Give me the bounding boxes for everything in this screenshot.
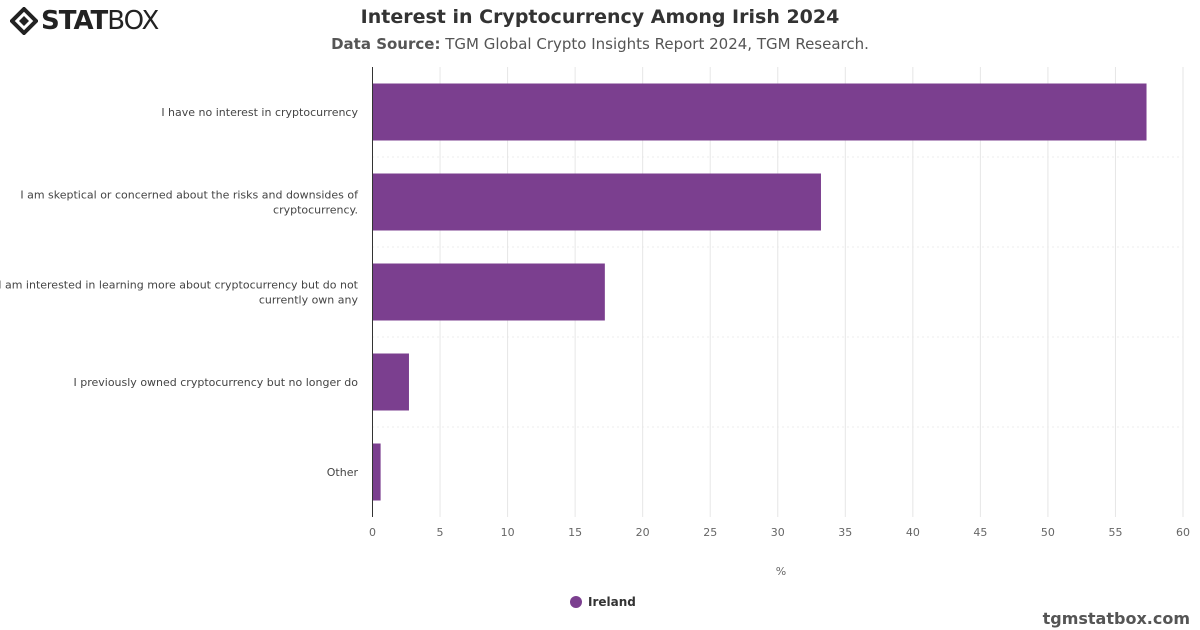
x-tick-label: 40 <box>906 526 920 539</box>
logo-light: BOX <box>107 6 159 36</box>
watermark: tgmstatbox.com <box>1042 609 1190 628</box>
x-tick-label: 25 <box>703 526 717 539</box>
x-tick-label: 60 <box>1176 526 1190 539</box>
statbox-logo: STAT BOX <box>10 6 159 36</box>
bar <box>372 173 821 231</box>
category-label: I am skeptical or concerned about the ri… <box>20 189 359 217</box>
logo-bold: STAT <box>41 6 108 36</box>
x-tick-label: 20 <box>636 526 650 539</box>
category-label: Other <box>327 466 359 479</box>
legend-label: Ireland <box>588 595 636 609</box>
bar <box>372 353 409 411</box>
bar <box>372 263 605 321</box>
x-axis-label: % <box>776 565 786 578</box>
x-tick-label: 50 <box>1041 526 1055 539</box>
legend-item-ireland[interactable]: Ireland <box>570 595 636 609</box>
bar <box>372 83 1147 141</box>
diamond-logo-icon <box>10 7 38 35</box>
legend-dot <box>570 596 582 608</box>
category-label: I am interested in learning more about c… <box>0 279 359 307</box>
bar <box>372 443 381 501</box>
chart-subtitle: Data Source: TGM Global Crypto Insights … <box>331 35 869 53</box>
x-tick-label: 55 <box>1108 526 1122 539</box>
category-label: I have no interest in cryptocurrency <box>161 106 358 119</box>
x-tick-label: 35 <box>838 526 852 539</box>
x-tick-label: 10 <box>501 526 515 539</box>
x-tick-label: 15 <box>568 526 582 539</box>
x-tick-label: 0 <box>369 526 376 539</box>
x-tick-label: 30 <box>771 526 785 539</box>
x-tick-label: 45 <box>973 526 987 539</box>
chart-title: Interest in Cryptocurrency Among Irish 2… <box>360 6 840 28</box>
x-tick-label: 5 <box>437 526 444 539</box>
category-label: I previously owned cryptocurrency but no… <box>73 376 358 389</box>
